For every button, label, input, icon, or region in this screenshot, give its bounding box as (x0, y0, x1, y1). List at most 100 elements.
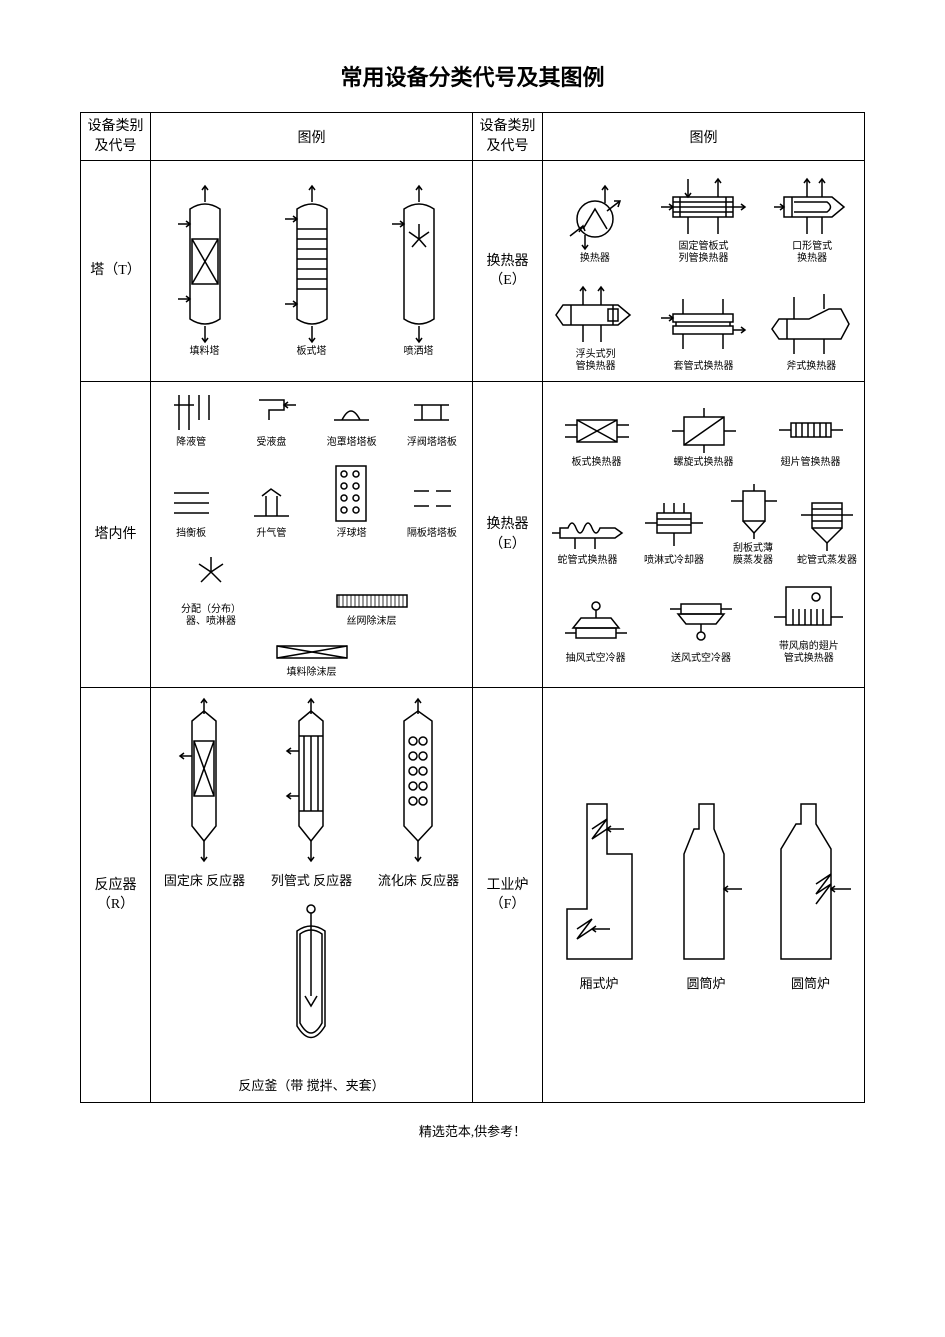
sym-hx-generic: 换热器 (555, 181, 635, 265)
hx-floating-icon (553, 277, 638, 347)
lbl-partition-tray: 隔板塔塔板 (407, 528, 457, 540)
sym-spray-tower: 喷洒塔 (384, 184, 454, 358)
sym-spiral-hx: 螺旋式换热器 (669, 405, 739, 469)
lbl-downcomer: 降液管 (176, 437, 206, 449)
sym-wiped-film: 刮板式薄 膜蒸发器 (723, 481, 783, 567)
sym-induced-ac: 抽风式空冷器 (561, 596, 631, 665)
sym-hx-utube: 口形管式 换热器 (772, 169, 852, 265)
coil-hx-icon (550, 503, 625, 553)
lbl-bubble-cap: 泡罩塔塔板 (327, 437, 377, 449)
sym-tubular-reactor: 列管式 反应器 (271, 696, 352, 889)
lbl-coil-evap: 蛇管式蒸发器 (797, 555, 857, 567)
cat-internals: 塔内件 (81, 382, 151, 688)
lbl-seal-pan: 受液盘 (256, 437, 286, 449)
fixed-bed-icon (174, 696, 234, 866)
fluidized-icon (388, 696, 448, 866)
sym-box-furnace: 厢式炉 (552, 799, 647, 992)
mesh-demister-icon (327, 589, 417, 614)
lbl-hx-floating: 浮头式列 管换热器 (576, 349, 616, 373)
cell-internals-symbols: 降液管 受液盘 泡罩塔塔板 (151, 382, 473, 688)
lbl-coil-hx: 蛇管式换热器 (558, 555, 618, 567)
spiral-hx-icon (669, 405, 739, 455)
lbl-packed-tower: 填料塔 (190, 346, 220, 358)
plate-tower-icon (277, 184, 347, 344)
sym-seal-pan: 受液盘 (244, 390, 299, 449)
sym-packing-demister: 填料除沫层 (241, 640, 382, 679)
lbl-fan-fin-hx: 带风扇的翅片 管式换热器 (779, 641, 839, 665)
sym-partition-tray: 隔板塔塔板 (404, 476, 459, 540)
lbl-hx-doublepipe: 套管式换热器 (673, 361, 733, 373)
stirred-tank-icon (281, 901, 341, 1071)
sym-fixed-bed: 固定床 反应器 (164, 696, 245, 889)
cat-reactor: 反应器（R） (81, 688, 151, 1103)
cat-tower: 塔（T） (81, 161, 151, 382)
tubular-reactor-icon (281, 696, 341, 866)
sym-hx-fixed-tube: 固定管板式 列管换热器 (658, 169, 748, 265)
lbl-wiped-film: 刮板式薄 膜蒸发器 (733, 543, 773, 567)
lbl-fixed-bed: 固定床 反应器 (164, 870, 245, 889)
sym-chimney: 升气管 (244, 481, 299, 540)
sym-fin-tube-hx: 翅片管换热器 (776, 405, 846, 469)
bubble-cap-icon (324, 390, 379, 435)
sym-hx-doublepipe: 套管式换热器 (658, 289, 748, 373)
distributor-icon (181, 552, 241, 602)
lbl-mesh-demister: 丝网除沫层 (347, 616, 397, 628)
cat-hx-2: 换热器（E） (473, 382, 543, 688)
col-legend-right: 图例 (543, 113, 865, 161)
lbl-fin-tube-hx: 翅片管换热器 (781, 457, 841, 469)
sym-valve-tray: 浮阀塔塔板 (404, 390, 459, 449)
lbl-float-ball: 浮球塔 (337, 528, 367, 540)
col-category-left: 设备类别及代号 (81, 113, 151, 161)
cat-hx-1: 换热器（E） (473, 161, 543, 382)
sym-hx-floating: 浮头式列 管换热器 (553, 277, 638, 373)
lbl-hx-fixed-tube: 固定管板式 列管换热器 (678, 241, 728, 265)
hx-fixed-tube-icon (658, 169, 748, 239)
sym-mesh-demister: 丝网除沫层 (301, 589, 442, 628)
forced-ac-icon (666, 596, 736, 651)
partition-tray-icon (404, 476, 459, 526)
cyl-furnace-2-icon (766, 799, 856, 969)
lbl-induced-ac: 抽风式空冷器 (566, 653, 626, 665)
spray-cooler-icon (639, 498, 709, 553)
induced-ac-icon (561, 596, 631, 651)
lbl-plate-tower: 板式塔 (297, 346, 327, 358)
lbl-cyl-furnace-2: 圆筒炉 (791, 973, 830, 992)
sym-cyl-furnace-2: 圆筒炉 (766, 799, 856, 992)
sym-float-ball: 浮球塔 (324, 461, 379, 540)
box-furnace-icon (552, 799, 647, 969)
lbl-hx-generic: 换热器 (580, 253, 610, 265)
cat-furnace: 工业炉（F） (473, 688, 543, 1103)
sym-coil-evap: 蛇管式蒸发器 (797, 493, 857, 567)
sym-baffle: 挡衡板 (164, 481, 219, 540)
seal-pan-icon (244, 390, 299, 435)
lbl-cyl-furnace-1: 圆筒炉 (686, 973, 725, 992)
hx-doublepipe-icon (658, 289, 748, 359)
lbl-box-furnace: 厢式炉 (579, 973, 618, 992)
hx-generic-icon (555, 181, 635, 251)
sym-packed-tower: 填料塔 (170, 184, 240, 358)
lbl-spray-tower: 喷洒塔 (404, 346, 434, 358)
spray-tower-icon (384, 184, 454, 344)
sym-spray-cooler: 喷淋式冷却器 (639, 498, 709, 567)
lbl-valve-tray: 浮阀塔塔板 (407, 437, 457, 449)
col-category-right: 设备类别及代号 (473, 113, 543, 161)
lbl-hx-utube: 口形管式 换热器 (792, 241, 832, 265)
lbl-fluidized: 流化床 反应器 (378, 870, 459, 889)
page-footer: 精选范本,供参考！ (80, 1121, 865, 1140)
sym-downcomer: 降液管 (164, 390, 219, 449)
page-title: 常用设备分类代号及其图例 (80, 60, 865, 92)
packing-demister-icon (267, 640, 357, 665)
sym-cyl-furnace-1: 圆筒炉 (664, 799, 749, 992)
lbl-forced-ac: 送风式空冷器 (671, 653, 731, 665)
plate-hx-icon (562, 405, 632, 455)
valve-tray-icon (404, 390, 459, 435)
lbl-distributor: 分配（分布） 器、喷淋器 (181, 604, 241, 628)
lbl-spray-cooler: 喷淋式冷却器 (644, 555, 704, 567)
fin-tube-hx-icon (776, 405, 846, 455)
sym-bubble-cap: 泡罩塔塔板 (324, 390, 379, 449)
sym-forced-ac: 送风式空冷器 (666, 596, 736, 665)
equipment-table: 设备类别及代号 图例 设备类别及代号 图例 塔（T） (80, 112, 865, 1103)
sym-plate-tower: 板式塔 (277, 184, 347, 358)
sym-coil-hx: 蛇管式换热器 (550, 503, 625, 567)
sym-distributor: 分配（分布） 器、喷淋器 (181, 552, 241, 628)
